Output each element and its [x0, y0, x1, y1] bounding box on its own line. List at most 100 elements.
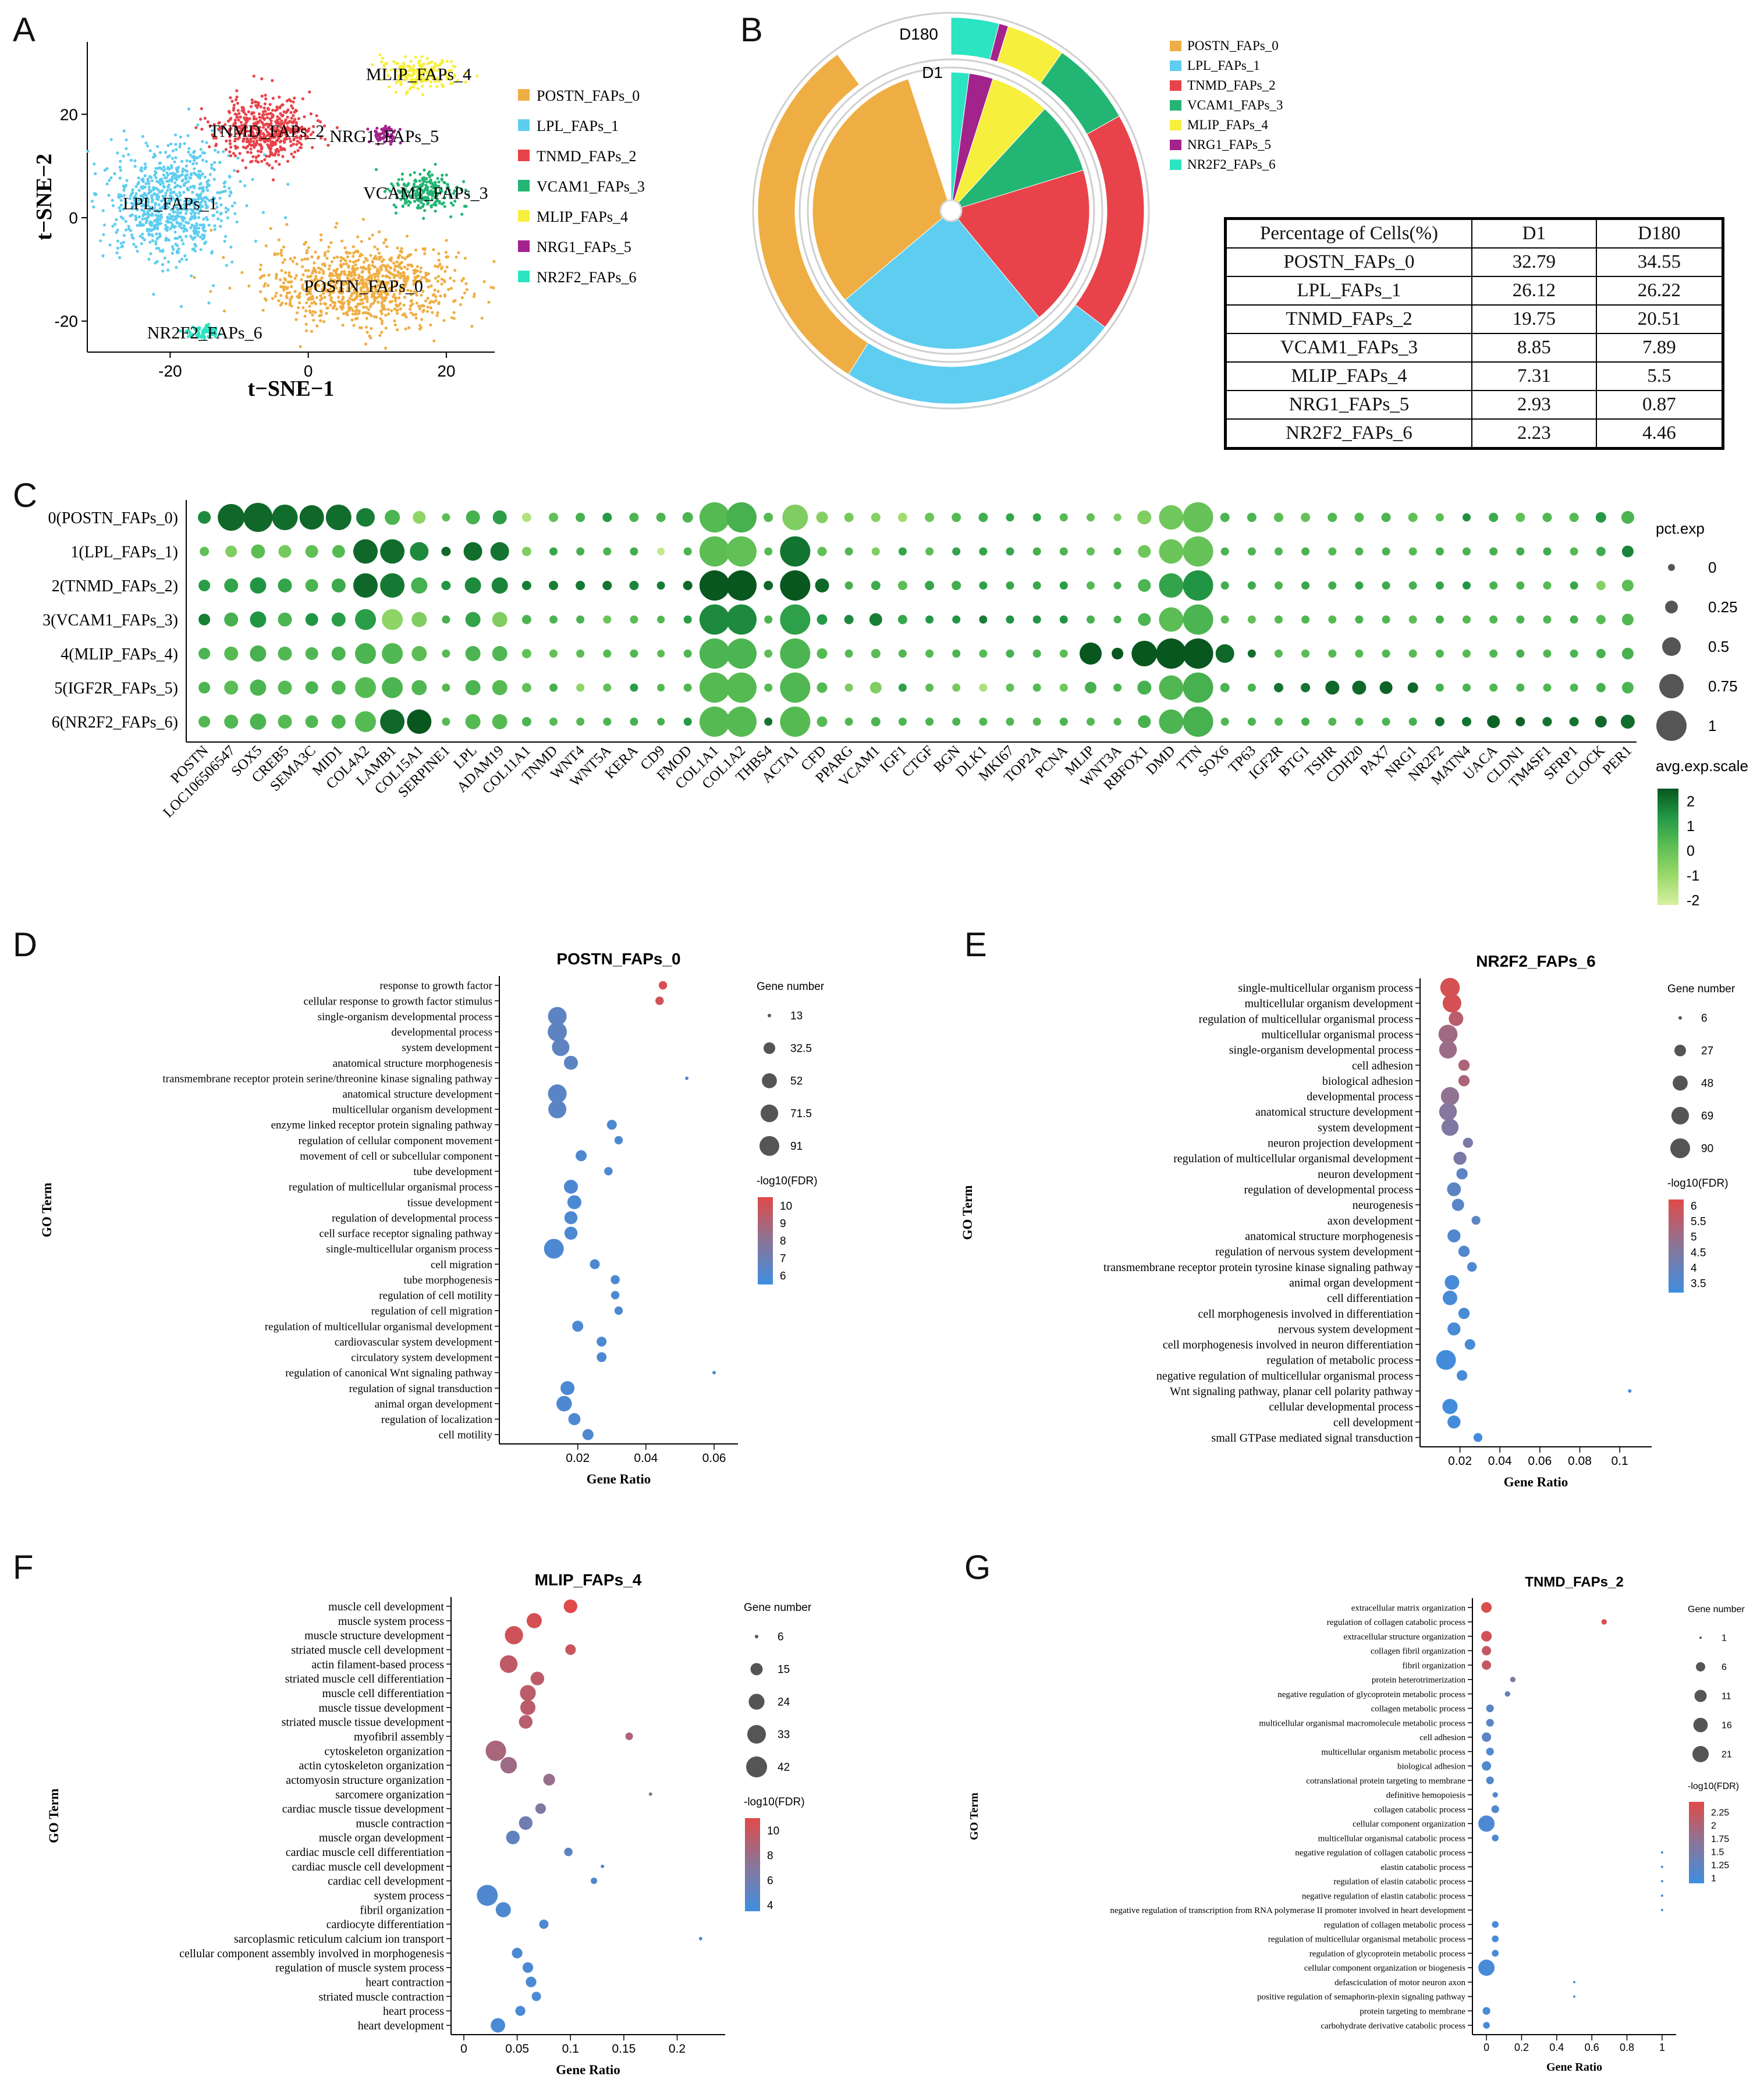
tsne-point — [271, 297, 275, 300]
tsne-point — [264, 299, 268, 302]
tsne-point — [480, 317, 484, 320]
tsne-point — [355, 290, 359, 294]
tsne-point — [193, 232, 196, 235]
tsne-point — [400, 255, 404, 259]
tsne-point — [306, 275, 310, 278]
tsne-point — [336, 317, 340, 320]
tsne-point — [146, 216, 150, 219]
tsne-point — [379, 317, 382, 321]
tsne-point — [197, 211, 201, 215]
tsne-point — [435, 314, 439, 317]
tsne-point — [410, 311, 413, 315]
tsne-point — [319, 302, 322, 306]
tsne-point — [207, 301, 211, 305]
tsne-point — [367, 269, 371, 273]
tsne-point — [324, 251, 327, 254]
tsne-point — [180, 217, 184, 221]
tsne-point — [367, 279, 370, 282]
tsne-point — [282, 288, 286, 292]
tsne-point — [365, 317, 368, 320]
tsne-point — [189, 218, 192, 221]
tsne-point — [154, 240, 158, 243]
tsne-point — [193, 214, 196, 218]
tsne-point — [198, 169, 202, 173]
tsne-point — [429, 306, 432, 310]
tsne-point — [339, 255, 343, 259]
tsne-point — [360, 266, 363, 269]
tsne-point — [427, 279, 431, 282]
tsne-point — [432, 248, 435, 251]
tsne-point — [173, 198, 177, 203]
tsne-point — [105, 182, 109, 186]
tsne-point — [452, 300, 456, 303]
tsne-point — [301, 283, 304, 287]
tsne-point — [423, 252, 427, 255]
tsne-point — [286, 183, 290, 186]
tsne-point — [403, 284, 406, 288]
tsne-point — [280, 269, 283, 272]
tsne-point — [377, 255, 381, 259]
tsne-point — [399, 307, 402, 311]
tsne-point — [440, 282, 443, 286]
x-tick-label: 0.2 — [1514, 2042, 1529, 2053]
tsne-point — [215, 205, 219, 209]
tsne-point — [247, 284, 251, 288]
tsne-point — [318, 314, 321, 318]
tsne-point — [403, 257, 407, 261]
tsne-point — [354, 250, 358, 253]
x-tick-label: 0.8 — [1620, 2042, 1634, 2053]
tsne-point — [376, 292, 380, 295]
tsne-point — [184, 221, 188, 224]
tsne-point — [158, 207, 162, 211]
tsne-point — [470, 325, 474, 328]
tsne-point — [350, 274, 353, 278]
tsne-point — [184, 258, 189, 261]
tsne-point — [318, 319, 322, 322]
tsne-point — [228, 175, 232, 179]
tsne-point — [171, 157, 174, 160]
tsne-point — [208, 199, 211, 203]
tsne-point — [185, 203, 189, 207]
tsne-point — [379, 265, 382, 269]
tsne-point — [365, 306, 368, 309]
tsne-point — [206, 189, 210, 192]
tsne-point — [129, 158, 133, 162]
bubble — [1492, 1792, 1498, 1798]
tsne-point — [379, 268, 383, 272]
y-tick-label: -20 — [55, 313, 78, 331]
size-legend-dot — [1692, 1746, 1709, 1762]
tsne-point — [459, 303, 463, 307]
tsne-point — [143, 191, 146, 195]
tsne-point — [154, 261, 157, 265]
tsne-point — [186, 173, 189, 177]
tsne-point — [411, 313, 416, 317]
table-cell: 26.12 — [1471, 276, 1597, 306]
tsne-point — [350, 271, 354, 275]
tsne-point — [171, 251, 174, 255]
tsne-point — [118, 256, 122, 260]
tsne-point — [371, 295, 374, 299]
tsne-point — [150, 213, 153, 217]
tsne-point — [159, 213, 163, 217]
tsne-point — [395, 260, 399, 264]
tsne-point — [223, 185, 226, 189]
tsne-point — [329, 285, 333, 289]
size-legend-title: Gene number — [1688, 1605, 1745, 1614]
tsne-point — [174, 133, 178, 137]
bubble — [1492, 1834, 1499, 1841]
go-term-label: defasciculation of motor neuron axon — [1334, 1978, 1465, 1987]
tsne-point — [193, 150, 196, 153]
tsne-point — [201, 205, 204, 208]
tsne-point — [350, 298, 354, 301]
tsne-point — [123, 186, 126, 190]
tsne-point — [397, 296, 401, 300]
tsne-point — [94, 193, 97, 197]
tsne-point — [148, 240, 152, 244]
tsne-point — [306, 257, 310, 261]
size-legend-dot — [1696, 1662, 1705, 1671]
tsne-point — [141, 180, 145, 183]
tsne-point — [86, 150, 90, 153]
tsne-point — [282, 245, 286, 249]
tsne-point — [107, 194, 111, 197]
tsne-point — [367, 264, 371, 267]
